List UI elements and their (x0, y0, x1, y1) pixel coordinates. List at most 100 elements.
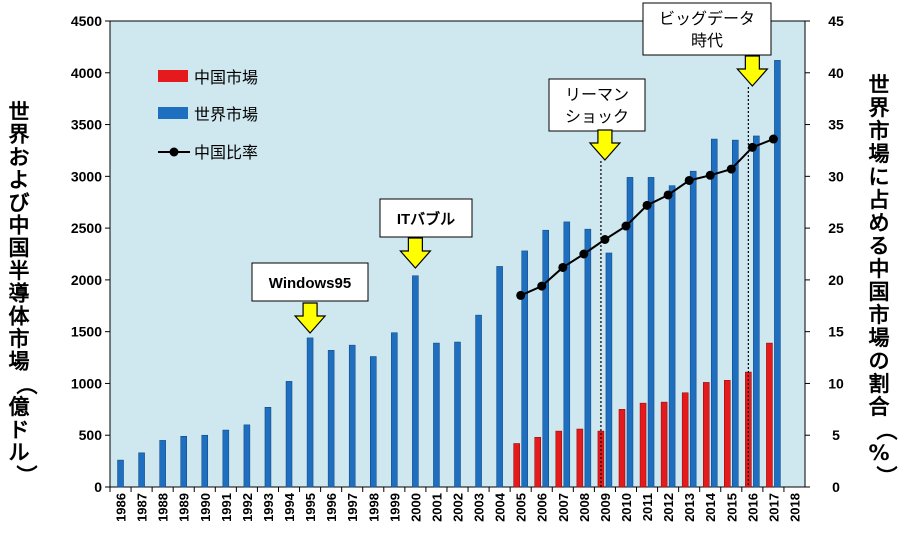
ratio-point-2009 (600, 235, 610, 245)
legend-swatch-world (158, 107, 188, 119)
ylabel-char: 国 (9, 236, 30, 260)
annotation-arrow-2000 (399, 237, 432, 269)
bar-world-1993 (264, 407, 272, 488)
x-tick-label-1991: 1991 (219, 493, 234, 522)
left-tick-label-4000: 4000 (71, 65, 102, 81)
right-tick-label-25: 25 (828, 220, 844, 236)
bar-world-2000 (412, 275, 419, 488)
legend-label-ratio: 中国比率 (194, 143, 258, 162)
x-tick-label-2009: 2009 (598, 493, 613, 522)
bar-world-2011 (647, 177, 655, 488)
bar-world-2012 (668, 185, 676, 488)
x-tick-label-2016: 2016 (745, 493, 760, 522)
annotation-2016-text: 時代 (691, 31, 723, 50)
bar-china-2014 (702, 382, 710, 488)
x-tick-label-2014: 2014 (703, 492, 718, 522)
ratio-point-2017 (768, 134, 778, 144)
left-tick-label-1000: 1000 (71, 375, 102, 391)
left-tick-label-4500: 4500 (71, 13, 102, 29)
annotation-1995-text: Windows95 (269, 275, 351, 292)
ylabel-char: ド (9, 418, 30, 442)
left-tick-label-1500: 1500 (71, 324, 102, 340)
bar-world-1996 (327, 350, 335, 488)
ylabel-char: 中 (869, 257, 890, 281)
bar-china-2012 (660, 401, 668, 488)
ratio-point-2013 (684, 175, 694, 185)
bar-world-1995 (306, 337, 314, 488)
bar-world-1986 (117, 459, 124, 488)
bar-china-2013 (681, 392, 689, 488)
x-tick-label-2017: 2017 (766, 493, 781, 522)
ylabel-char: る (869, 234, 890, 258)
ylabel-char: 占 (869, 188, 890, 212)
right-tick-label-40: 40 (828, 65, 844, 81)
ratio-point-2012 (663, 190, 673, 200)
bar-china-2006 (534, 437, 541, 488)
ylabel-char: 国 (869, 280, 890, 304)
bars-layer (117, 60, 781, 488)
right-tick-label-30: 30 (828, 168, 844, 184)
left-tick-label-3500: 3500 (71, 117, 102, 133)
x-tick-label-1998: 1998 (366, 493, 381, 522)
x-tick-label-2007: 2007 (556, 493, 571, 522)
ylabel-char: 中 (9, 214, 30, 238)
x-tick-label-1997: 1997 (345, 493, 360, 522)
bar-world-1994 (285, 381, 293, 488)
bar-world-1992 (243, 424, 251, 488)
ratio-point-2015 (726, 164, 736, 174)
left-tick-label-3000: 3000 (71, 168, 102, 184)
left-tick-label-2500: 2500 (71, 220, 102, 236)
bar-world-2007 (563, 221, 571, 488)
x-tick-label-2011: 2011 (640, 493, 655, 521)
bar-world-1997 (348, 344, 356, 488)
ylabel-char: 割 (869, 372, 890, 396)
bar-world-2001 (433, 342, 440, 488)
annotation-2009-text: ショック (565, 107, 629, 126)
bar-world-2010 (626, 177, 634, 488)
ylabel-paren: ） (14, 465, 38, 486)
x-tick-label-2000: 2000 (408, 493, 423, 522)
bar-world-2003 (475, 314, 482, 488)
x-tick-label-1995: 1995 (303, 493, 318, 522)
ylabel-char: 体 (9, 304, 31, 328)
line-layer (516, 134, 778, 300)
ylabel-char: 場 (869, 142, 890, 166)
ylabel-char: の (869, 349, 890, 373)
bar-china-2005 (513, 443, 520, 488)
x-tick-label-2006: 2006 (535, 493, 550, 522)
ylabel-char: お (9, 145, 30, 169)
legend-label-world: 世界市場 (194, 105, 258, 124)
bar-china-2011 (639, 402, 647, 488)
left-tick-label-500: 500 (79, 427, 103, 443)
legend-marker-ratio (169, 147, 179, 157)
annotation-arrow-1995 (293, 302, 327, 334)
x-tick-label-2013: 2013 (682, 493, 697, 522)
ylabel-char: 市 (869, 119, 890, 143)
ratio-point-2014 (705, 170, 715, 180)
ylabel-char: 合 (869, 395, 891, 419)
ylabel-char: 世 (9, 100, 30, 124)
bar-china-2007 (555, 430, 563, 488)
axes-layer: 0 500 1000 1500 2000 2500 3000 3500 4000 4500 0 5 10… (9, 13, 899, 522)
annotation-2009-box (548, 78, 646, 132)
ratio-point-2006 (537, 281, 547, 291)
x-tick-label-1986: 1986 (114, 493, 129, 522)
ylabel-char: 半 (9, 259, 30, 283)
annotation-arrow-2009 (588, 129, 622, 161)
bar-world-2013 (689, 170, 697, 488)
ratio-point-2011 (642, 200, 652, 210)
x-tick-label-2003: 2003 (472, 493, 487, 522)
bar-world-1991 (222, 429, 230, 488)
ratio-point-2005 (516, 290, 526, 300)
bar-world-2016 (753, 135, 760, 488)
ylabel-char: 市 (869, 303, 890, 327)
ylabel-paren: （ (874, 420, 898, 441)
right-tick-label-45: 45 (828, 13, 844, 29)
left-tick-label-2000: 2000 (71, 272, 102, 288)
bar-world-1998 (370, 356, 377, 488)
annotation-2000-box (379, 198, 473, 238)
bar-world-2017 (774, 60, 781, 488)
ylabel-char: 億 (9, 395, 30, 419)
